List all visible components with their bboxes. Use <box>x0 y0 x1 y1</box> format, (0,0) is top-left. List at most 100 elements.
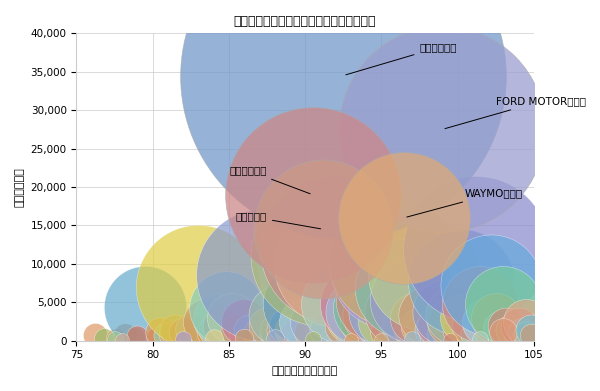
Point <box>277 327 287 333</box>
Point <box>465 323 475 329</box>
Point <box>373 297 383 303</box>
Point <box>434 331 444 337</box>
Text: トヨタ自動車: トヨタ自動車 <box>346 43 457 75</box>
Point <box>346 315 356 321</box>
Point <box>236 331 246 337</box>
Point <box>316 253 325 259</box>
Point <box>430 323 439 329</box>
Point <box>273 312 283 318</box>
Point <box>140 304 150 310</box>
Point <box>400 215 409 221</box>
Point <box>496 325 505 331</box>
Point <box>440 308 450 315</box>
Title: 権利者スコアマップ（特許（日米欧中））: 権利者スコアマップ（特許（日米欧中）） <box>234 15 376 28</box>
Point <box>415 323 424 329</box>
Point <box>267 331 277 337</box>
Point <box>227 315 237 321</box>
Point <box>471 246 481 252</box>
Point <box>338 323 348 329</box>
Point <box>499 329 508 335</box>
Y-axis label: 権利者スコア: 権利者スコア <box>15 167 25 207</box>
X-axis label: パテントスコア最高値: パテントスコア最高値 <box>272 366 338 376</box>
Point <box>361 331 371 337</box>
Point <box>377 308 386 315</box>
Point <box>384 267 394 273</box>
Point <box>217 323 226 329</box>
Point <box>282 323 292 329</box>
Point <box>221 305 230 312</box>
Point <box>270 327 280 333</box>
Point <box>437 335 447 341</box>
Point <box>468 331 478 337</box>
Point <box>460 315 470 321</box>
Point <box>343 331 353 337</box>
Point <box>257 272 267 278</box>
Point <box>445 337 455 343</box>
Point <box>511 332 520 339</box>
Point <box>334 301 343 307</box>
Point <box>366 312 376 319</box>
Point <box>133 333 142 339</box>
Point <box>480 319 490 325</box>
Point <box>358 319 368 325</box>
Point <box>389 259 398 265</box>
Point <box>400 285 409 292</box>
Point <box>308 318 317 325</box>
Point <box>415 327 424 333</box>
Point <box>349 327 359 333</box>
Point <box>422 312 432 319</box>
Point <box>186 326 196 332</box>
Point <box>476 301 485 307</box>
Point <box>369 332 379 339</box>
Point <box>407 297 416 303</box>
Point <box>320 327 329 333</box>
Text: WAYMO（米）: WAYMO（米） <box>407 188 523 217</box>
Point <box>244 327 253 333</box>
Point <box>297 301 307 307</box>
Point <box>328 246 337 252</box>
Point <box>517 329 526 335</box>
Point <box>293 334 302 340</box>
Point <box>476 336 485 342</box>
Point <box>110 335 119 342</box>
Point <box>445 319 455 325</box>
Point <box>521 331 531 337</box>
Point <box>521 319 531 325</box>
Point <box>151 334 160 340</box>
Point <box>410 315 419 321</box>
Point <box>319 226 328 232</box>
Point <box>206 328 215 335</box>
Point <box>526 332 536 339</box>
Point <box>285 327 295 333</box>
Text: FORD MOTOR（米）: FORD MOTOR（米） <box>445 96 586 129</box>
Point <box>502 323 511 329</box>
Point <box>453 327 463 333</box>
Point <box>118 337 127 343</box>
Point <box>155 329 165 335</box>
Point <box>456 278 466 285</box>
Point <box>99 335 109 341</box>
Point <box>209 335 218 342</box>
Point <box>395 323 404 329</box>
Point <box>288 331 298 337</box>
Point <box>491 315 500 321</box>
Point <box>483 331 493 337</box>
Point <box>486 282 496 289</box>
Point <box>392 308 401 315</box>
Point <box>308 192 317 198</box>
Point <box>239 319 249 325</box>
Point <box>201 319 211 325</box>
Point <box>419 271 429 277</box>
Point <box>377 337 386 343</box>
Point <box>214 316 223 322</box>
Point <box>304 329 313 335</box>
Point <box>425 327 435 333</box>
Point <box>160 332 170 339</box>
Point <box>369 323 379 329</box>
Point <box>377 319 386 325</box>
Point <box>499 301 508 307</box>
Point <box>514 323 523 329</box>
Point <box>170 327 180 333</box>
Point <box>331 261 340 267</box>
Point <box>404 327 413 333</box>
